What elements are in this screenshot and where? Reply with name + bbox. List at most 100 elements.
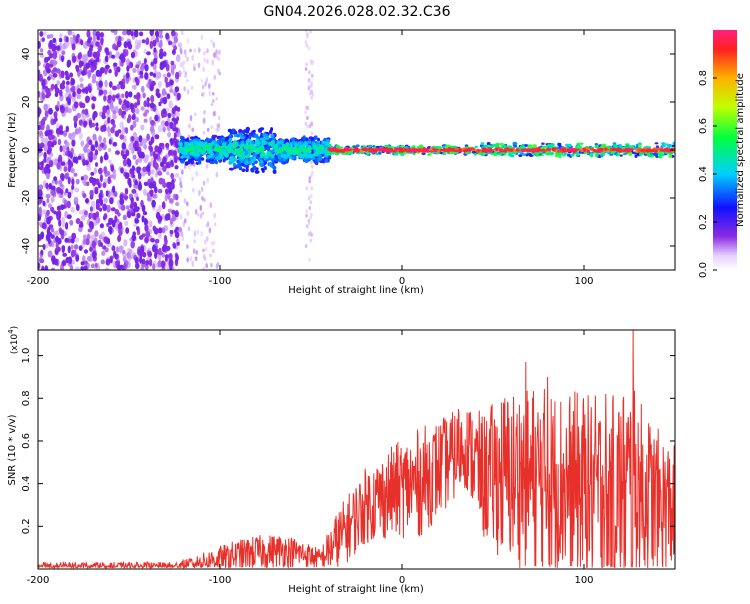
spectrogram-cell (181, 61, 184, 68)
spectrogram-cell (94, 230, 99, 237)
spectrogram-cell (248, 160, 252, 165)
y-tick-label: 0.6 (21, 433, 32, 449)
spectrogram-cell (88, 119, 92, 127)
spectrogram-cell (611, 147, 617, 151)
spectrogram-cell (44, 130, 50, 137)
spectrogram-cell (134, 140, 138, 145)
spectrogram-cell (248, 135, 252, 140)
spectrogram-cell (143, 112, 147, 117)
spectrogram-cell (189, 143, 195, 147)
spectrogram-cell (594, 154, 599, 157)
spectrogram-cell (504, 147, 509, 151)
spectrogram-cell (107, 125, 111, 134)
spectrogram-cell (159, 61, 165, 70)
spectrogram-cell (89, 44, 94, 49)
spectrogram-cell (86, 255, 92, 262)
spectrogram-cell (625, 148, 630, 151)
y-tick-label: 40 (21, 48, 32, 61)
spectrogram-cell (126, 65, 130, 72)
spectrogram-cell (65, 36, 69, 43)
spectrogram-cell (70, 249, 76, 258)
spectrogram-cell (59, 189, 64, 195)
spectrogram-cell (193, 63, 196, 68)
spectrogram-cell (152, 193, 157, 199)
spectrogram-cell (53, 50, 58, 58)
spectrogram-cell (98, 207, 103, 212)
spectrogram-cell (121, 93, 125, 99)
spectrogram-cell (74, 128, 80, 135)
spectrogram-cell (130, 124, 134, 131)
spectrogram-cell (307, 147, 311, 153)
spectrogram-cell (493, 153, 498, 156)
spectrogram-cell (189, 114, 193, 122)
spectrogram-cell (49, 34, 54, 39)
spectrogram-cell (515, 148, 520, 152)
spectrogram-cell (186, 244, 189, 249)
spectrogram-cell (130, 30, 134, 37)
spectrogram-cell (189, 151, 194, 156)
spectrogram-cell (78, 119, 83, 126)
spectrogram-cell (38, 73, 43, 82)
spectrogram-cell (64, 70, 69, 76)
spectrogram-cell (212, 248, 215, 254)
spectrogram-cell (171, 117, 177, 122)
spectrogram-cell (62, 42, 67, 50)
spectrogram-cell (74, 187, 80, 193)
spectrogram-cell (146, 97, 150, 103)
spectrogram-cell (586, 149, 590, 153)
spectrogram-cell (590, 154, 594, 158)
spectrogram-cell (216, 126, 219, 133)
spectrogram-cell (565, 143, 569, 147)
spectrogram-cell (41, 79, 46, 88)
spectrogram-cell (139, 151, 145, 159)
spectrogram-cell (310, 73, 314, 78)
spectrogram-cell (40, 160, 44, 168)
spectrogram-cell (192, 187, 195, 193)
spectrogram-cell (148, 78, 152, 86)
spectrogram-cell (62, 252, 68, 257)
spectrogram-cell (218, 49, 221, 55)
spectrogram-cell (662, 144, 666, 148)
spectrogram-cell (532, 144, 537, 148)
spectrogram-cell (43, 144, 47, 152)
spectrogram-cell (341, 152, 346, 155)
spectrogram-cell (146, 101, 150, 108)
spectrogram-cell (191, 127, 194, 133)
spectrogram-cell (649, 149, 653, 153)
spectrogram-cell (111, 54, 116, 59)
spectrogram-cell (598, 148, 604, 152)
spectrogram-cell (79, 77, 84, 82)
spectrogram-cell (268, 152, 272, 157)
spectrogram-cell (52, 258, 56, 265)
spectrogram-cell (405, 148, 409, 152)
spectrogram-cell (85, 237, 90, 246)
spectrogram-cell (118, 55, 124, 60)
spectrogram-cell (422, 147, 426, 151)
spectrogram-cell (244, 160, 249, 165)
spectrogram-cell (158, 101, 162, 107)
x-tick-label: -200 (27, 276, 50, 287)
spectrogram-cell (218, 71, 222, 76)
spectrogram-cell (183, 49, 187, 55)
spectrogram-cell (610, 151, 616, 154)
spectrogram-cell (175, 54, 181, 63)
spectrogram-cell (139, 141, 144, 147)
spectrogram-cell (304, 110, 307, 115)
spectrogram-cell (61, 173, 65, 182)
spectrogram-cell (141, 39, 146, 44)
spectrogram-cell (54, 249, 59, 254)
spectrogram-cell (163, 235, 168, 243)
spectrogram-cell (417, 148, 422, 152)
spectrogram-cell (98, 80, 103, 88)
spectrogram-cell (203, 256, 207, 261)
spectrogram-cell (89, 189, 94, 197)
spectrogram-cell (124, 172, 130, 180)
spectrogram-cell (310, 95, 314, 100)
spectrogram-cell (544, 145, 548, 148)
colorbar-tick-label: 0.6 (698, 118, 709, 134)
spectrogram-cell (69, 264, 74, 270)
spectrogram-cell (50, 206, 55, 213)
spectrogram-cell (116, 83, 121, 90)
spectrogram-cell (150, 169, 155, 175)
spectrogram-cell (520, 145, 525, 149)
